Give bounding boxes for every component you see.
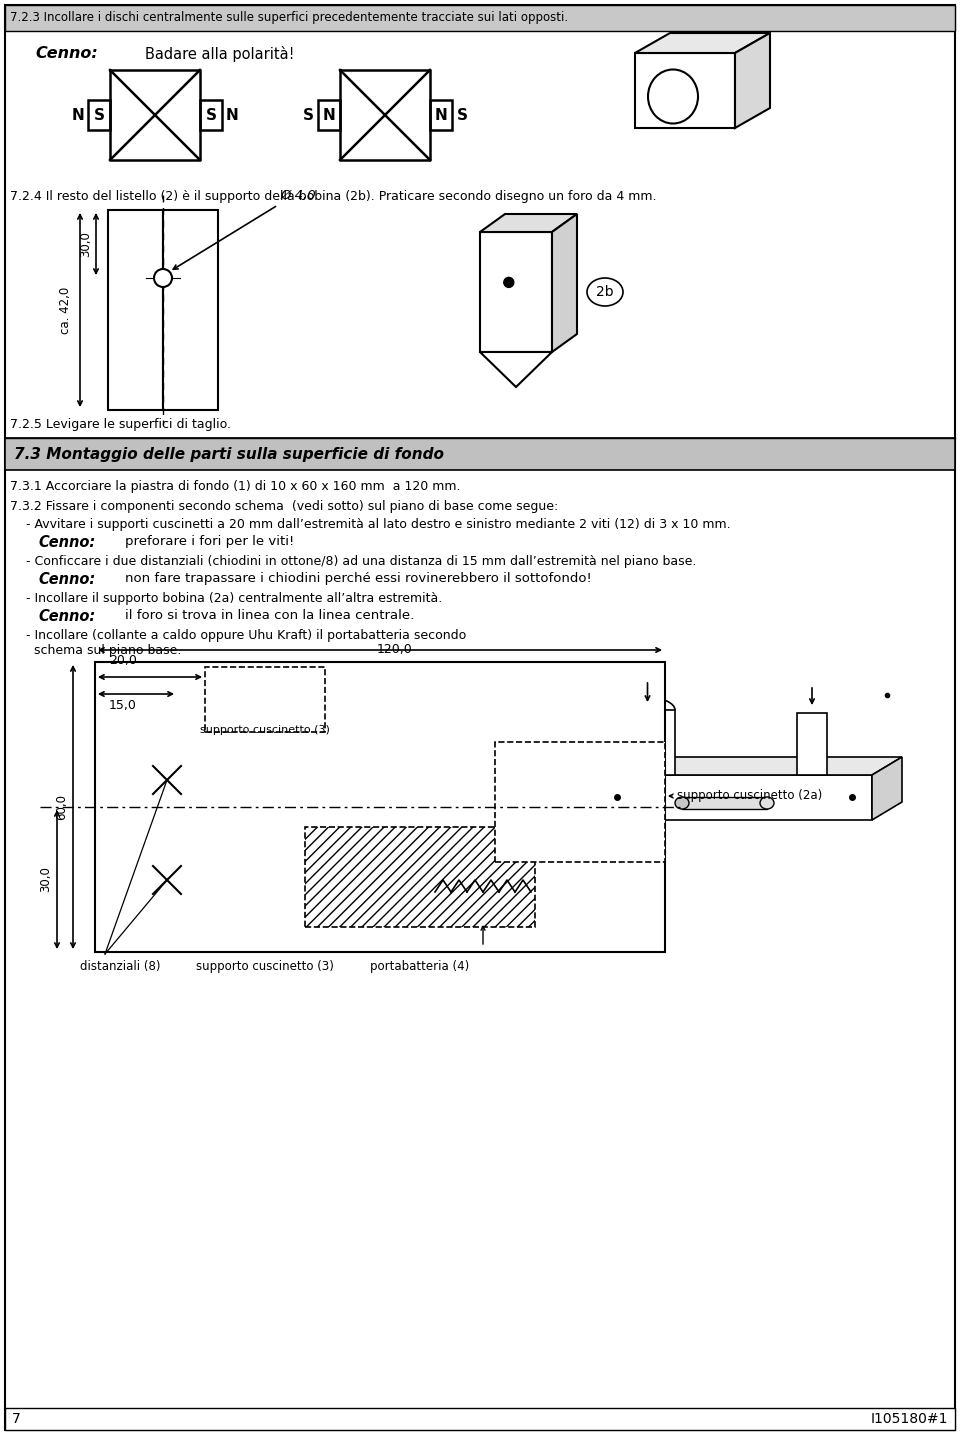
Bar [797, 713, 827, 775]
Text: 7.2.3 Incollare i dischi centralmente sulle superfici precedentemente tracciate : 7.2.3 Incollare i dischi centralmente su… [10, 11, 568, 24]
Text: N: N [226, 108, 238, 122]
Bar [318, 100, 340, 131]
Text: 7.3.2 Fissare i componenti secondo schema  (vedi sotto) sul piano di base come s: 7.3.2 Fissare i componenti secondo schem… [10, 499, 559, 512]
Text: Cenno:: Cenno: [38, 608, 95, 624]
Text: preforare i fori per le viti!: preforare i fori per le viti! [125, 535, 295, 548]
Text: - Conficcare i due distanziali (chiodini in ottone/8) ad una distanza di 15 mm d: - Conficcare i due distanziali (chiodini… [10, 555, 696, 568]
Bar [163, 210, 218, 410]
Polygon shape [872, 758, 902, 819]
Text: - Incollare il supporto bobina (2a) centralmente all’altra estremità.: - Incollare il supporto bobina (2a) cent… [10, 593, 443, 606]
Bar [682, 796, 767, 809]
Text: 15,0: 15,0 [109, 699, 137, 712]
Ellipse shape [154, 268, 172, 287]
Text: 20,0: 20,0 [109, 654, 137, 667]
Text: N: N [323, 108, 335, 122]
Text: supporto cuscinetto (2a): supporto cuscinetto (2a) [677, 789, 823, 802]
Text: 60,0: 60,0 [55, 794, 68, 819]
Text: il foro si trova in linea con la linea centrale.: il foro si trova in linea con la linea c… [125, 608, 415, 621]
Text: 2b: 2b [596, 286, 613, 298]
Text: N: N [72, 108, 84, 122]
Text: - Incollare (collante a caldo oppure Uhu Kraft) il portabatteria secondo: - Incollare (collante a caldo oppure Uhu… [10, 629, 467, 641]
Text: S: S [457, 108, 468, 122]
Bar [430, 100, 452, 131]
Text: S: S [302, 108, 314, 122]
Text: ca. 42,0: ca. 42,0 [59, 287, 72, 333]
Bar [205, 667, 325, 732]
Text: schema sul piano base.: schema sul piano base. [10, 644, 181, 657]
Ellipse shape [675, 796, 689, 809]
Text: 120,0: 120,0 [377, 643, 413, 656]
Polygon shape [635, 33, 770, 53]
Ellipse shape [504, 277, 514, 287]
Polygon shape [480, 352, 552, 387]
Text: portabatteria (4): portabatteria (4) [371, 960, 469, 973]
Text: 7: 7 [12, 1412, 21, 1426]
Bar [95, 662, 665, 951]
Text: supporto cuscinetto (3): supporto cuscinetto (3) [196, 960, 334, 973]
Text: S: S [93, 108, 105, 122]
Ellipse shape [648, 69, 698, 123]
Text: S: S [205, 108, 217, 122]
Bar [5, 4, 955, 32]
Bar [108, 210, 163, 410]
Text: 7.2.5 Levigare le superfici di taglio.: 7.2.5 Levigare le superfici di taglio. [10, 418, 231, 430]
Bar [88, 100, 110, 131]
Text: Cenno:: Cenno: [38, 535, 95, 550]
Bar [620, 710, 675, 775]
Text: 7.3.1 Accorciare la piastra di fondo (1) di 10 x 60 x 160 mm  a 120 mm.: 7.3.1 Accorciare la piastra di fondo (1)… [10, 479, 461, 494]
Bar [602, 775, 872, 819]
Bar [5, 438, 955, 471]
Polygon shape [480, 214, 577, 232]
Text: 7.3 Montaggio delle parti sulla superficie di fondo: 7.3 Montaggio delle parti sulla superfic… [14, 446, 444, 462]
Polygon shape [735, 33, 770, 128]
Ellipse shape [760, 796, 774, 809]
Bar [5, 1408, 955, 1431]
Bar [480, 232, 552, 352]
Text: non fare trapassare i chiodini perché essi rovinerebbero il sottofondo!: non fare trapassare i chiodini perché es… [125, 573, 591, 585]
Polygon shape [602, 758, 902, 775]
Text: 30,0: 30,0 [39, 867, 52, 893]
Text: N: N [435, 108, 447, 122]
Polygon shape [552, 214, 577, 352]
Text: 30,0: 30,0 [79, 231, 92, 257]
Text: Ø 4,0: Ø 4,0 [280, 189, 316, 202]
Ellipse shape [587, 278, 623, 306]
Bar [495, 742, 665, 862]
Bar [200, 100, 222, 131]
Text: Cenno:: Cenno: [35, 46, 98, 62]
Bar [305, 827, 535, 927]
Text: I105180#1: I105180#1 [871, 1412, 948, 1426]
Text: Cenno:: Cenno: [38, 573, 95, 587]
Text: Badare alla polarità!: Badare alla polarità! [145, 46, 295, 62]
Text: supporto cuscinetto (3): supporto cuscinetto (3) [200, 725, 330, 735]
Text: - Avvitare i supporti cuscinetti a 20 mm dall’estremità al lato destro e sinistr: - Avvitare i supporti cuscinetti a 20 mm… [10, 518, 731, 531]
Text: 7.2.4 Il resto del listello (2) è il supporto della bobina (2b). Praticare secon: 7.2.4 Il resto del listello (2) è il sup… [10, 189, 657, 202]
Text: distanziali (8): distanziali (8) [80, 960, 160, 973]
Bar [635, 53, 735, 128]
